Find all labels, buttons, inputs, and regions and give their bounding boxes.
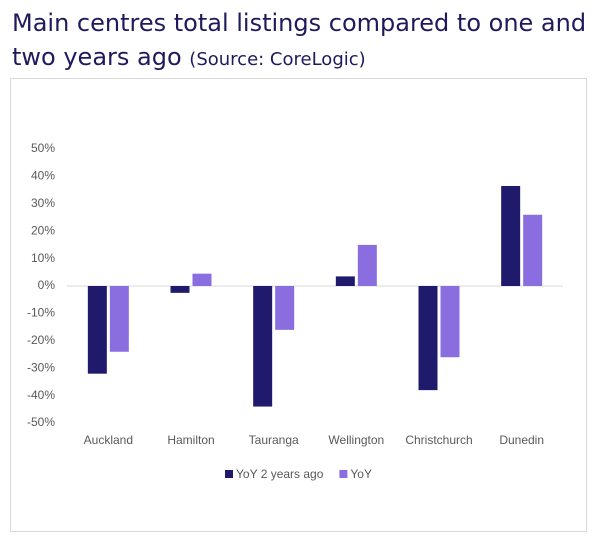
bar	[418, 286, 438, 391]
bar	[501, 185, 521, 286]
x-tick-label: Christchurch	[405, 433, 472, 447]
y-tick-label: 40%	[31, 169, 55, 183]
y-tick-label: -50%	[27, 415, 55, 429]
bar	[87, 286, 107, 374]
title-block: Main centres total listings compared to …	[12, 6, 587, 77]
bar	[109, 286, 129, 352]
bar	[275, 286, 295, 330]
y-tick-label: 30%	[31, 196, 55, 210]
bar	[357, 244, 377, 286]
x-tick-label: Wellington	[328, 433, 384, 447]
y-tick-label: -10%	[27, 306, 55, 320]
x-tick-label: Hamilton	[167, 433, 214, 447]
y-tick-label: -30%	[27, 360, 55, 374]
source: (Source: CoreLogic)	[189, 49, 366, 70]
bar	[253, 286, 273, 407]
y-tick-label: 50%	[31, 141, 55, 155]
legend-swatch	[225, 470, 233, 478]
bar	[335, 276, 355, 286]
x-tick-label: Auckland	[84, 433, 133, 447]
bar	[523, 214, 543, 286]
bar	[192, 273, 212, 286]
legend-label: YoY 2 years ago	[236, 467, 324, 481]
legend-swatch	[339, 470, 348, 478]
x-tick-label: Dunedin	[499, 433, 544, 447]
legend-label: YoY	[350, 467, 372, 481]
chart-frame	[10, 78, 587, 532]
bar	[170, 286, 190, 293]
y-tick-label: 10%	[31, 251, 55, 265]
y-tick-label: 0%	[38, 278, 56, 292]
y-tick-label: 20%	[31, 223, 55, 237]
x-tick-label: Tauranga	[249, 433, 299, 447]
chart-title: Main centres total listings compared to …	[12, 9, 587, 71]
bar	[440, 286, 460, 358]
y-tick-label: -20%	[27, 333, 55, 347]
y-tick-label: -40%	[27, 388, 55, 402]
